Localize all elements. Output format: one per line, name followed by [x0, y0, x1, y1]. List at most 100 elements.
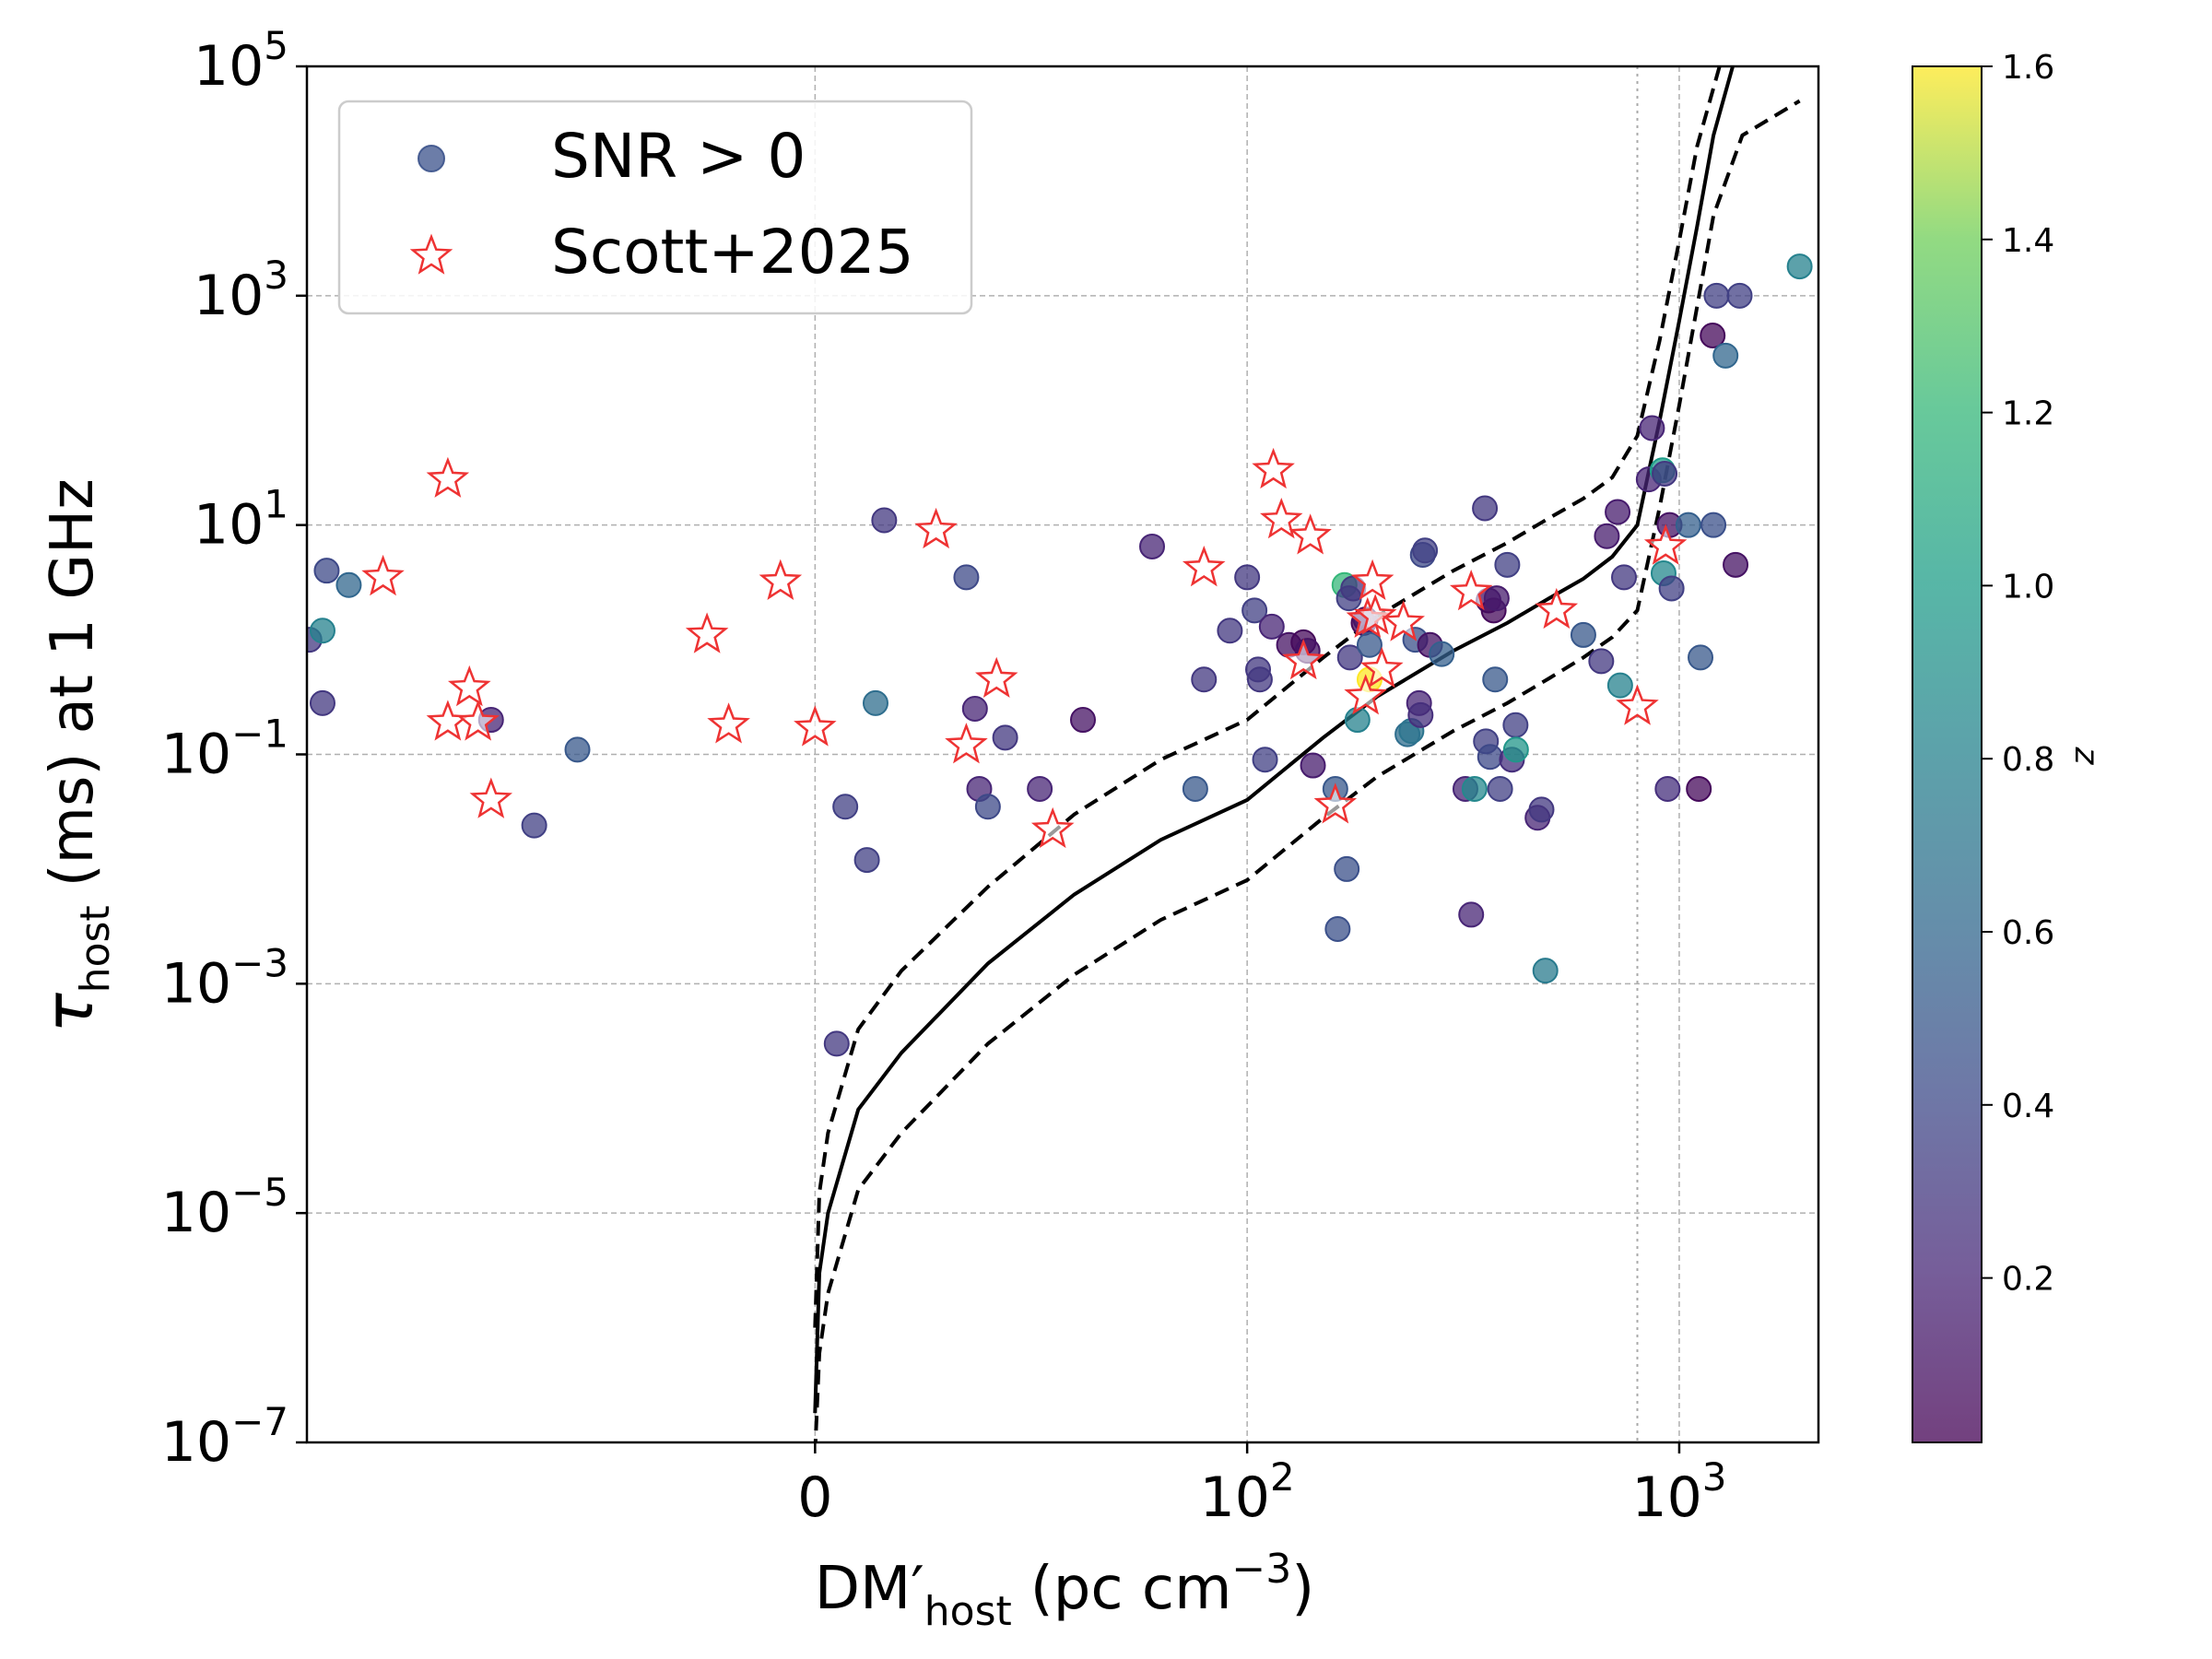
snr-point [521, 812, 547, 839]
snr-point [1588, 648, 1615, 675]
y-tick-label: 10−5 [161, 1170, 288, 1245]
scott-point [1182, 546, 1226, 587]
snr-point [1356, 631, 1382, 658]
snr-point [832, 794, 859, 820]
scott-point [1260, 498, 1303, 539]
snr-point [1246, 666, 1273, 693]
scott-point [456, 700, 500, 741]
legend-box [337, 100, 973, 315]
legend-snr-label: SNR > 0 [551, 121, 806, 192]
y-tick-label: 10−1 [161, 712, 288, 787]
y-tick-label: 101 [194, 482, 288, 558]
snr-point [1487, 775, 1513, 802]
snr-point [1686, 775, 1712, 802]
snr-point [961, 695, 988, 722]
y-axis-ticks: 10−7 10−5 10−3 10−1 101 103 105 [161, 23, 307, 1475]
snr-point [1407, 701, 1434, 728]
scott-point [1382, 600, 1425, 641]
y-axis-title: τhost(ms) at 1 GHz [30, 478, 119, 1032]
snr-point [1258, 613, 1285, 640]
snr-point [313, 558, 340, 584]
snr-point [1675, 512, 1701, 538]
colorbar-tick-label: 1.4 [2002, 222, 2054, 260]
colorbar-tick-label: 0.4 [2002, 1088, 2054, 1125]
snr-point [1336, 644, 1363, 671]
scott-point [759, 559, 803, 601]
curve-model [813, 66, 1735, 1414]
scott-point [1030, 806, 1075, 849]
x-axis-ticks: 0 102 103 [797, 1442, 1726, 1530]
snr-point [1570, 621, 1596, 648]
snr-point [1429, 641, 1455, 667]
snr-point [1070, 707, 1097, 734]
snr-point [1606, 672, 1633, 699]
snr-point [1700, 512, 1727, 538]
scott-point [1616, 684, 1659, 725]
snr-point [1482, 666, 1509, 693]
scott-point [1313, 782, 1358, 824]
scott-point [975, 656, 1018, 699]
scott-point [469, 777, 512, 818]
snr-point [992, 724, 1018, 751]
scott-point [685, 612, 729, 653]
snr-point [1027, 775, 1053, 802]
scott-point [1449, 570, 1493, 611]
scott-point [1360, 646, 1404, 688]
snr-point [1477, 744, 1503, 771]
colorbar-tick-label: 1.2 [2002, 395, 2054, 433]
snr-point [1532, 958, 1559, 984]
snr-point [823, 1030, 850, 1057]
snr-point [1786, 253, 1813, 280]
snr-point [1217, 618, 1243, 644]
snr-point [862, 689, 888, 716]
colorbar-frame [1912, 65, 1983, 1443]
legend: SNR > 0 Scott+2025 [337, 100, 973, 315]
snr-point [853, 847, 880, 874]
colorbar-tick-label: 0.8 [2002, 741, 2054, 779]
snr-point [1594, 523, 1620, 549]
y-tick-label: 10−3 [161, 940, 288, 1016]
snr-point [1483, 585, 1510, 612]
scott-point [914, 507, 958, 549]
snr-point [1528, 796, 1555, 823]
snr-point [1458, 901, 1485, 928]
scott-point [361, 554, 405, 596]
snr-point [1703, 282, 1730, 309]
snr-point [1252, 747, 1278, 773]
scott-point [447, 665, 491, 707]
snr-point [1234, 564, 1261, 591]
snr-point [309, 689, 335, 716]
snr-point [1611, 564, 1638, 591]
colorbar-tick-label: 0.2 [2002, 1261, 2054, 1299]
snr-point [871, 507, 898, 534]
snr-point [1139, 533, 1166, 559]
curve-lower [813, 99, 1801, 1442]
snr-point [1723, 551, 1749, 578]
snr-point [1652, 461, 1678, 488]
scott-point [1350, 559, 1394, 601]
scott-point [1535, 587, 1579, 629]
snr-point [1182, 775, 1208, 802]
snr-point [953, 564, 980, 591]
snr-point [1344, 707, 1371, 734]
scott-point [426, 456, 470, 498]
snr-point [1461, 775, 1488, 802]
scott-point [1344, 674, 1387, 715]
scott-point [1643, 524, 1688, 565]
snr-point [564, 736, 591, 763]
colorbar-label: z [2067, 747, 2105, 766]
scott-point [1354, 594, 1397, 635]
snr-point [309, 618, 335, 644]
snr-point [1688, 644, 1714, 671]
colorbar-gradient [1912, 66, 1982, 1442]
snr-point [1412, 537, 1439, 564]
x-axis-title: DM′host (pc cm−3) [815, 1546, 1315, 1635]
colorbar: 0.2 0.4 0.6 0.8 1.0 1.2 1.4 1.6 z [1912, 49, 2105, 1443]
colorbar-ticks: 0.2 0.4 0.6 0.8 1.0 1.2 1.4 1.6 [1982, 49, 2054, 1299]
snr-point [974, 794, 1001, 820]
snr-point [1241, 597, 1268, 624]
y-tick-label: 103 [194, 253, 288, 328]
colorbar-tick-label: 1.6 [2002, 49, 2054, 87]
snr-point [1472, 495, 1499, 522]
